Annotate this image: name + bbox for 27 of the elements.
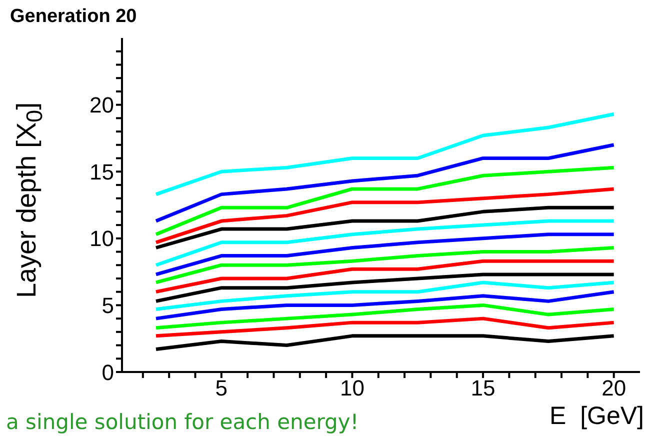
line-series xyxy=(154,259,616,294)
x-tick-label: 15 xyxy=(470,376,496,401)
line-series xyxy=(154,303,616,330)
line-series xyxy=(154,112,616,196)
line-series xyxy=(154,280,616,311)
line-series xyxy=(154,219,616,267)
line-series xyxy=(154,290,616,320)
y-tick-label: 15 xyxy=(90,159,114,184)
y-tick-label: 10 xyxy=(90,226,114,252)
line-series xyxy=(154,316,616,338)
text: a single solution for each energy! xyxy=(6,410,359,434)
chart-title: Generation 20 xyxy=(10,6,137,28)
line-series xyxy=(154,166,616,236)
x-tick-label: 20 xyxy=(602,376,626,401)
line-series xyxy=(154,334,616,352)
line-series xyxy=(154,232,616,276)
line-series xyxy=(154,206,616,250)
y-tick-label: 5 xyxy=(102,293,114,318)
x-axis-title: E [GeV] xyxy=(550,402,644,431)
line-series xyxy=(154,246,616,284)
y-tick-label: 20 xyxy=(90,92,114,118)
x-tick-label: 5 xyxy=(215,376,228,401)
line-series xyxy=(154,272,616,303)
line-series xyxy=(154,143,616,223)
line-series xyxy=(154,187,616,244)
y-tick-label: 0 xyxy=(102,360,114,385)
x-tick-label: 10 xyxy=(340,376,364,401)
